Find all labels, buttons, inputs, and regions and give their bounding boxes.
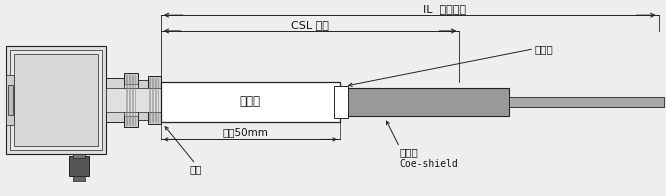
Bar bbox=[106, 78, 124, 122]
Bar bbox=[7, 75, 15, 125]
Text: IL  插入長度: IL 插入長度 bbox=[423, 4, 466, 14]
Bar bbox=[148, 76, 161, 124]
Text: 絕緣段: 絕緣段 bbox=[240, 95, 261, 108]
Bar bbox=[106, 88, 161, 112]
Text: Coe-shield: Coe-shield bbox=[400, 159, 458, 169]
Bar bbox=[73, 176, 85, 181]
Bar bbox=[69, 156, 89, 176]
Bar bbox=[161, 82, 340, 122]
Bar bbox=[124, 73, 138, 127]
Text: 最小50mm: 最小50mm bbox=[222, 127, 268, 137]
Bar bbox=[124, 84, 138, 116]
Bar bbox=[138, 80, 148, 120]
Bar bbox=[11, 50, 102, 150]
Text: CSL 長度: CSL 長度 bbox=[291, 20, 329, 30]
Text: 金屬管: 金屬管 bbox=[400, 147, 418, 157]
Bar bbox=[340, 88, 509, 116]
Bar bbox=[73, 154, 85, 158]
Bar bbox=[7, 46, 106, 154]
Bar bbox=[9, 85, 13, 115]
Text: 碑壁: 碑壁 bbox=[189, 164, 202, 174]
Bar bbox=[509, 97, 663, 107]
Bar bbox=[334, 86, 348, 118]
Bar bbox=[15, 54, 98, 146]
Text: 絕緣段: 絕緣段 bbox=[534, 44, 553, 54]
